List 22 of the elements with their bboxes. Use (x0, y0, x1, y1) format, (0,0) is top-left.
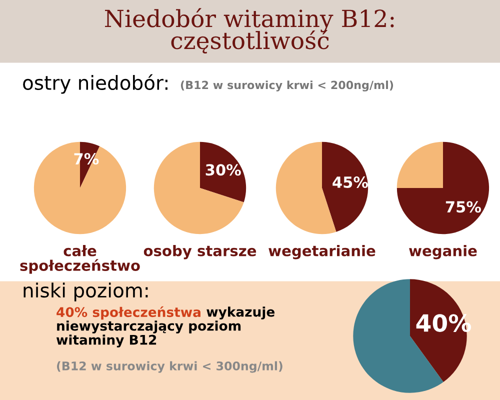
text: niski poziom: (24, 282, 148, 302)
text: Niedobór witaminy B12: częstotliwość (105, 8, 394, 54)
text: 40% społeczeństwa (56, 306, 200, 320)
data-label: 30% (206, 164, 241, 176)
pie-slice (34, 142, 126, 234)
text: (B12 w surowicy krwi < 300ng/ml) (57, 361, 282, 373)
text: niewystarczający poziom (57, 320, 241, 334)
data-label: 45% (332, 176, 368, 188)
text: (B12 w surowicy krwi < 200ng/ml) (180, 80, 394, 92)
text: wegetarianie (268, 245, 376, 260)
pie-slice (200, 142, 246, 202)
data-label: 75% (446, 201, 481, 213)
text: osoby starsze (144, 245, 256, 260)
text: witaminy B12 (56, 334, 156, 348)
pie-slice (322, 142, 368, 232)
pie-slice (154, 142, 244, 234)
text: ostry niedobór: (23, 74, 168, 94)
text: wykazuje (206, 306, 274, 320)
pie-slice (396, 142, 490, 234)
text: całe społeczeństwo (20, 245, 140, 274)
text: weganie (409, 245, 477, 260)
pie-slice (396, 142, 443, 188)
